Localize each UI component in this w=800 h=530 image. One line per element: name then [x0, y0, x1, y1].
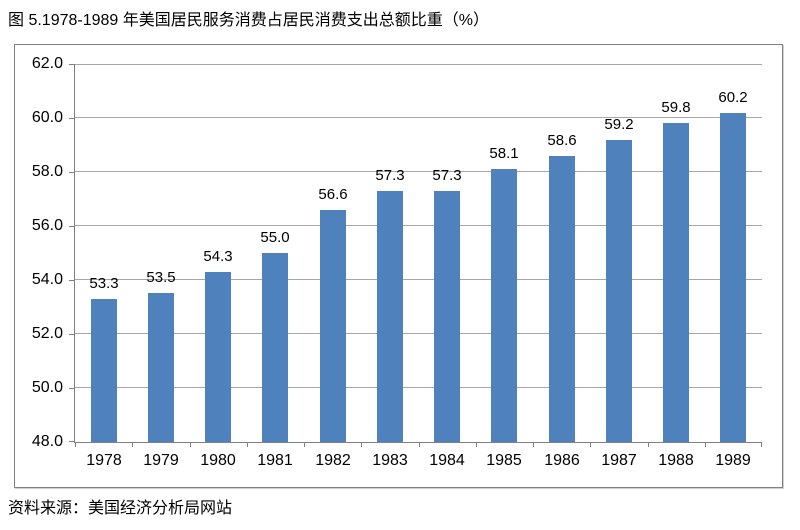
bar — [720, 113, 746, 442]
bar-value-label: 60.2 — [718, 89, 748, 106]
source-note: 资料来源：美国经济分析局网站 — [8, 500, 233, 517]
bar — [434, 191, 460, 442]
x-axis-tick — [648, 442, 649, 447]
x-axis-label: 1980 — [200, 452, 236, 469]
x-axis-label: 1986 — [544, 452, 580, 469]
bar — [320, 210, 346, 442]
x-axis-tick — [132, 442, 133, 447]
y-axis-tick — [69, 334, 75, 335]
x-axis-tick — [190, 442, 191, 447]
gridline — [75, 387, 762, 388]
x-axis-tick — [590, 442, 591, 447]
bar — [606, 140, 632, 442]
gridline — [75, 279, 762, 280]
y-axis-tick — [69, 280, 75, 281]
bar-value-label: 58.6 — [547, 132, 577, 149]
bar-value-label: 57.3 — [375, 167, 405, 184]
y-axis-tick — [69, 441, 75, 442]
bar-value-label: 54.3 — [203, 248, 233, 265]
plot-area: 48.0 50.0 52.0 54.0 56.0 58.0 60.0 62.0 53.3 53.5… — [32, 55, 762, 469]
y-axis-tick — [69, 118, 75, 119]
bar-value-label: 53.5 — [146, 269, 176, 286]
bar-value-label: 59.2 — [604, 116, 634, 133]
bar — [148, 293, 174, 442]
y-axis-label: 54.0 — [31, 271, 63, 288]
x-axis-label: 1982 — [315, 452, 351, 469]
y-axis-tick — [69, 172, 75, 173]
bar — [549, 156, 575, 442]
x-axis-label: 1981 — [257, 452, 293, 469]
y-axis-tick — [69, 226, 75, 227]
x-axis-tick — [75, 442, 76, 447]
gridline — [75, 171, 762, 172]
x-axis-tick — [361, 442, 362, 447]
x-axis-tick — [705, 442, 706, 447]
gridline — [75, 333, 762, 334]
chart-frame: 48.0 50.0 52.0 54.0 56.0 58.0 60.0 62.0 53.3 53.5… — [14, 44, 783, 488]
x-axis-tick — [761, 442, 762, 447]
bar-value-label: 58.1 — [489, 145, 519, 162]
bar — [491, 169, 517, 442]
bar — [205, 272, 231, 442]
x-axis-label: 1988 — [658, 452, 694, 469]
x-axis-label: 1979 — [143, 452, 179, 469]
x-axis-label: 1989 — [715, 452, 751, 469]
x-axis-tick — [247, 442, 248, 447]
bar-value-label: 57.3 — [432, 167, 462, 184]
gridline — [75, 64, 762, 65]
x-axis-tick — [476, 442, 477, 447]
y-axis-label: 62.0 — [31, 55, 63, 72]
y-axis-label: 48.0 — [31, 433, 63, 450]
x-axis-label: 1983 — [372, 452, 408, 469]
gridline — [75, 225, 762, 226]
y-axis-tick — [69, 388, 75, 389]
x-axis-label: 1985 — [486, 452, 522, 469]
y-axis-label: 56.0 — [31, 217, 63, 234]
bar — [663, 123, 689, 442]
x-axis-label: 1987 — [601, 452, 637, 469]
bar-value-label: 55.0 — [260, 229, 290, 246]
bar-value-label: 53.3 — [89, 275, 119, 292]
y-axis-label: 60.0 — [31, 109, 63, 126]
x-axis-label: 1978 — [86, 452, 122, 469]
bar — [377, 191, 403, 442]
page-title: 图 5.1978-1989 年美国居民服务消费占居民消费支出总额比重（%） — [8, 12, 489, 29]
y-axis-label: 58.0 — [31, 163, 63, 180]
y-axis-tick — [69, 64, 75, 65]
x-axis-tick — [533, 442, 534, 447]
bar — [262, 253, 288, 442]
bar-value-label: 56.6 — [318, 186, 348, 203]
gridline — [75, 117, 762, 118]
y-axis-label: 52.0 — [31, 325, 63, 342]
x-axis-label: 1984 — [429, 452, 465, 469]
x-axis-tick — [304, 442, 305, 447]
y-axis-label: 50.0 — [31, 379, 63, 396]
bar-value-label: 59.8 — [661, 99, 691, 116]
x-axis-tick — [419, 442, 420, 447]
bar — [91, 299, 117, 442]
